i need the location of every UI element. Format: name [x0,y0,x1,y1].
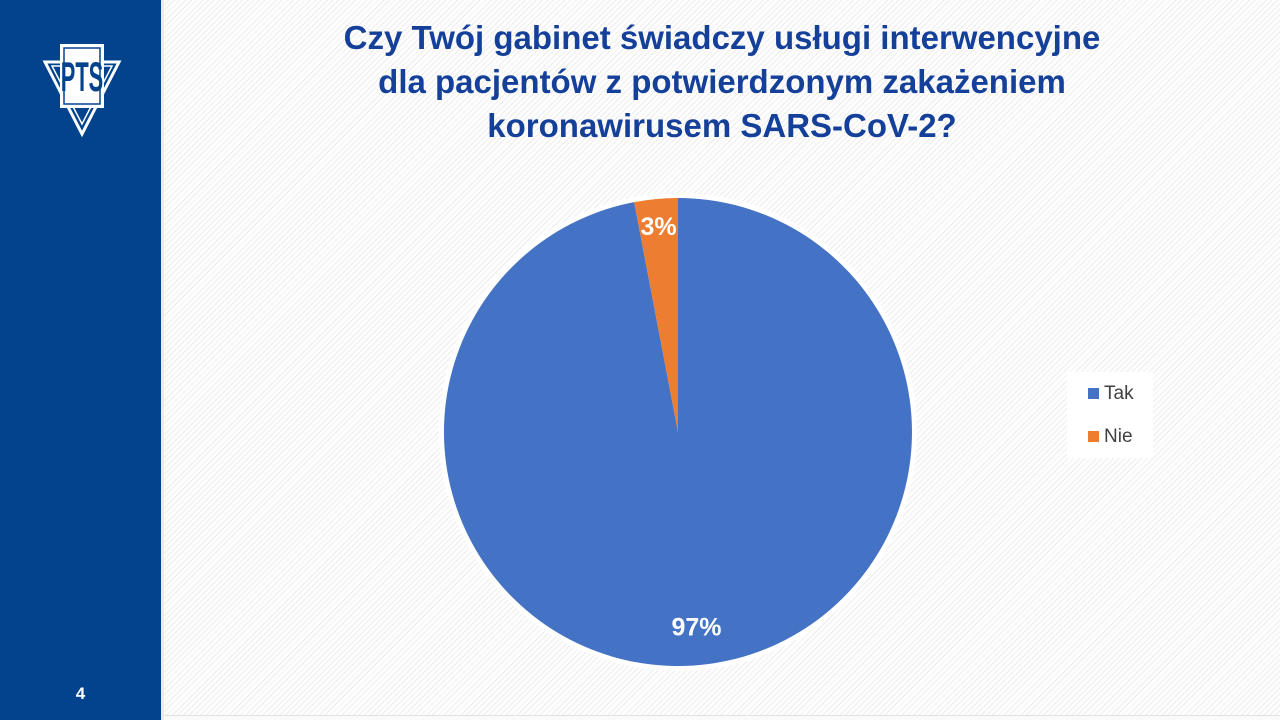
legend-item-tak: Tak [1067,384,1153,403]
logo-card-border [63,47,101,105]
pie-slice-nie [634,198,678,432]
pie-chart: 97% 3% [439,193,917,671]
slide-title-line-3: koronawirusem SARS-CoV-2? [487,107,957,144]
pts-logo: PTS [42,44,122,138]
slide-title-line-2: dla pacjentów z potwierdzonym zakażeniem [378,63,1066,100]
legend-swatch-nie-icon [1088,431,1099,442]
slide-title: Czy Twój gabinet świadczy usługi interwe… [164,16,1280,148]
chart-legend: Tak Nie [1067,372,1153,458]
logo-card [60,44,104,108]
pie-slice-tak [443,198,912,666]
slide-bottom-edge [164,715,1280,720]
logo-text: PTS [61,55,103,101]
pie-data-label-tak: 97% [671,614,721,642]
page-number: 4 [75,684,86,703]
panel-divider [161,0,164,720]
legend-swatch-tak-icon [1088,388,1099,399]
slide-content: Czy Twój gabinet świadczy usługi interwe… [164,0,1280,720]
sidebar: PTS 4 [0,0,161,720]
legend-item-nie: Nie [1067,427,1153,446]
legend-label-nie: Nie [1104,426,1133,447]
legend-label-tak: Tak [1104,383,1134,404]
slide-title-line-1: Czy Twój gabinet świadczy usługi interwe… [343,19,1101,56]
pie-data-label-nie: 3% [641,213,677,241]
